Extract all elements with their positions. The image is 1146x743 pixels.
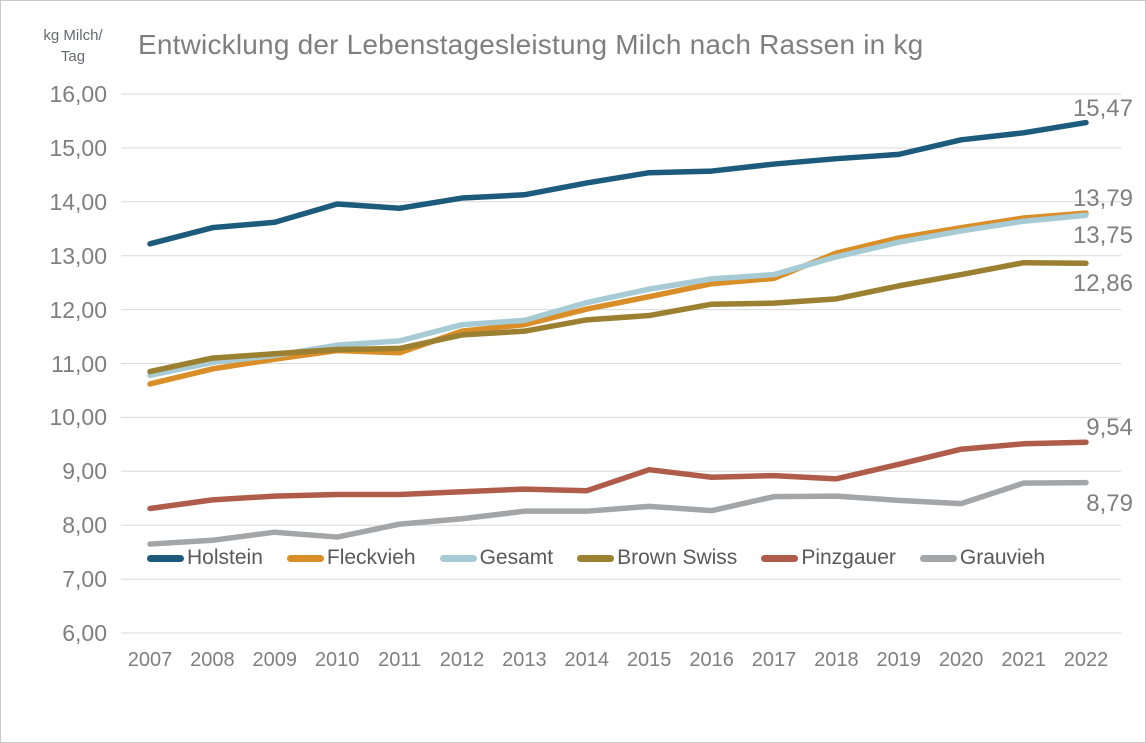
series-line-fleckvieh — [147, 210, 1089, 387]
x-tick-label: 2010 — [314, 649, 360, 671]
x-tick-label: 2018 — [814, 649, 859, 671]
y-axis-unit-label: kg Milch/ Tag — [23, 25, 123, 67]
y-tick-label: 7,00 — [62, 566, 107, 593]
end-label-pinzgauer: 9,54 — [1086, 414, 1133, 442]
end-label-grauvieh: 8,79 — [1086, 489, 1133, 517]
x-tick-label: 2011 — [378, 649, 422, 671]
legend-item-brown-swiss: Brown Swiss — [577, 546, 737, 570]
x-tick-label: 2019 — [876, 649, 922, 671]
x-tick-label: 2007 — [127, 649, 173, 671]
x-tick-label: 2008 — [190, 649, 235, 671]
legend-label: Holstein — [187, 546, 263, 569]
legend-marker-icon — [761, 554, 799, 562]
legend-marker-icon — [147, 554, 184, 562]
legend-item-gesamt: Gesamt — [439, 546, 554, 570]
x-tick-label: 2020 — [938, 649, 984, 671]
x-tick-label: 2012 — [439, 649, 485, 671]
legend-label: Gesamt — [479, 546, 554, 569]
series-line-grauvieh — [147, 479, 1089, 547]
legend-label: Pinzgauer — [801, 546, 896, 569]
x-tick-label: 2015 — [626, 649, 672, 671]
x-tick-label: 2014 — [564, 649, 610, 671]
legend-label: Grauvieh — [959, 546, 1046, 569]
y-tick-label: 9,00 — [62, 458, 107, 485]
chart-title: Entwicklung der Lebenstagesleistung Milc… — [138, 29, 924, 60]
end-label-brown-swiss: 12,86 — [1072, 270, 1133, 298]
series-line-holstein — [147, 119, 1089, 247]
y-axis-unit-line1: kg Milch/ — [43, 27, 103, 44]
legend-label: Brown Swiss — [617, 546, 738, 569]
x-tick-label: 2022 — [1063, 649, 1109, 671]
y-tick-label: 15,00 — [49, 134, 107, 161]
y-tick-label: 8,00 — [62, 512, 107, 539]
legend-item-holstein: Holstein — [147, 546, 263, 570]
legend-marker-icon — [439, 554, 477, 562]
x-tick-label: 2013 — [502, 649, 547, 671]
y-tick-label: 14,00 — [49, 188, 107, 215]
series-line-pinzgauer — [147, 439, 1089, 512]
x-tick-label: 2017 — [751, 649, 797, 671]
end-label-fleckvieh: 13,79 — [1072, 185, 1133, 213]
y-tick-label: 11,00 — [51, 350, 107, 377]
x-tick-label: 2021 — [1001, 649, 1046, 671]
x-tick-label: 2016 — [689, 649, 734, 671]
y-axis-unit-line2: Tag — [60, 48, 86, 65]
end-label-gesamt: 13,75 — [1072, 222, 1133, 250]
series-line-brown-swiss — [147, 259, 1089, 375]
legend-label: Fleckvieh — [326, 546, 416, 569]
y-tick-label: 16,00 — [49, 81, 107, 107]
y-tick-label: 13,00 — [49, 242, 107, 269]
y-tick-label: 6,00 — [62, 620, 107, 646]
x-tick-label: 2009 — [252, 649, 298, 671]
legend: Holstein Fleckvieh Gesamt Brown Swiss Pinzga… — [147, 546, 1045, 570]
legend-item-pinzgauer: Pinzgauer — [761, 546, 896, 570]
legend-marker-icon — [919, 554, 957, 562]
legend-item-fleckvieh: Fleckvieh — [286, 546, 416, 570]
legend-marker-icon — [577, 554, 615, 562]
end-label-holstein: 15,47 — [1072, 94, 1133, 122]
legend-marker-icon — [286, 554, 324, 562]
y-tick-label: 12,00 — [49, 296, 107, 323]
legend-item-grauvieh: Grauvieh — [919, 546, 1046, 570]
y-tick-label: 10,00 — [49, 404, 107, 431]
